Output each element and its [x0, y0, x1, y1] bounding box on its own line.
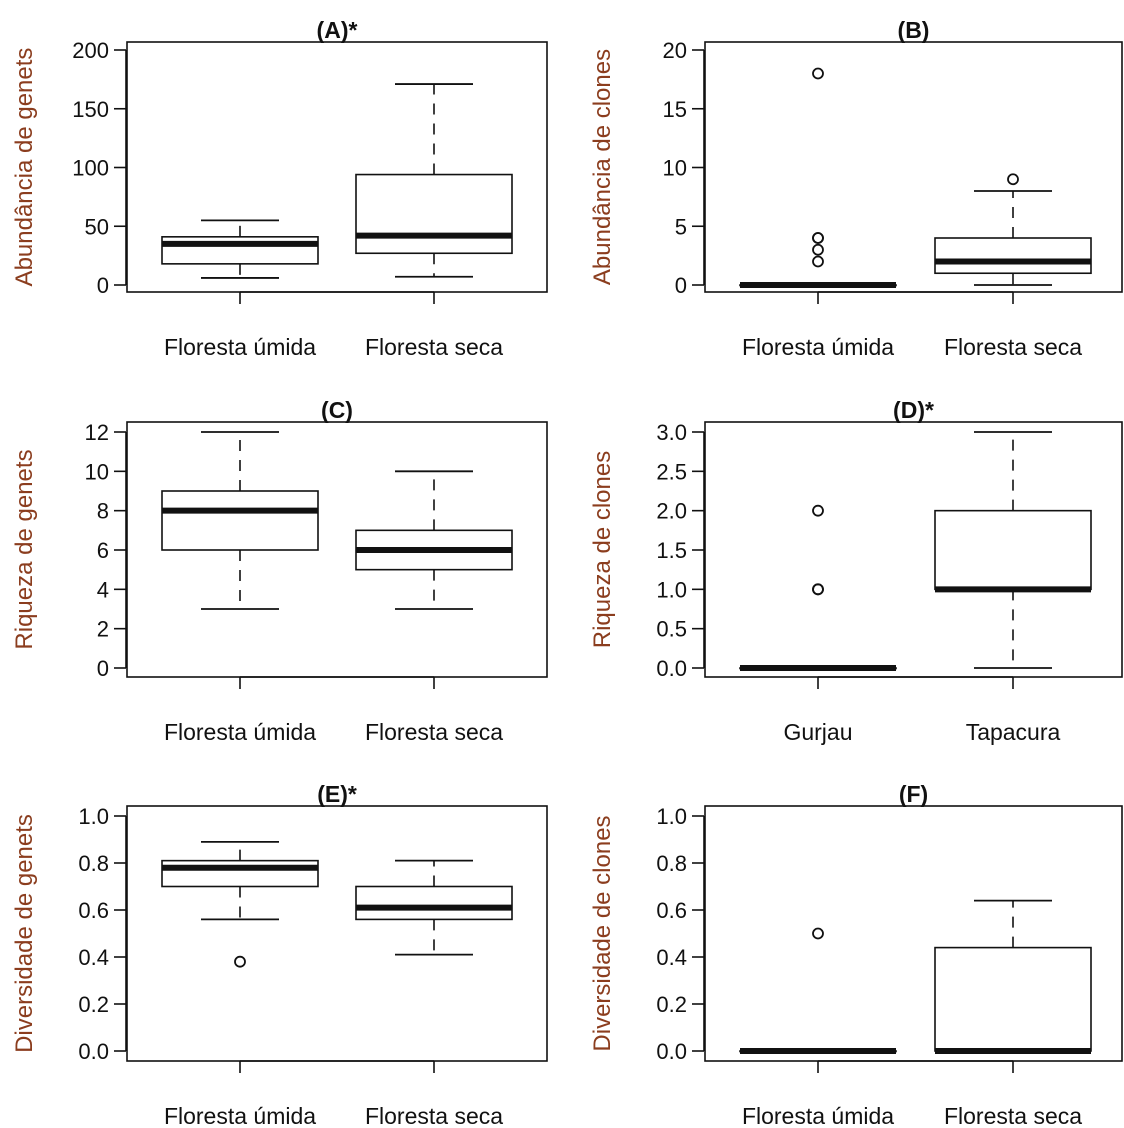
outlier-point: [812, 927, 824, 940]
y-tick-label: 0.8: [656, 851, 687, 876]
y-axis-title: Abundância de clones: [589, 49, 616, 285]
y-tick-label: 1.0: [656, 577, 687, 602]
outlier-point: [812, 67, 824, 80]
panel-4: 0.0 0.2 0.4 0.6 0.8 1.0 Floresta úmida Floresta…: [11, 781, 548, 1128]
category-label: Floresta úmida: [742, 1103, 894, 1128]
box-floresta-úmida: [161, 840, 319, 968]
y-tick-label: 1.0: [78, 804, 109, 829]
y-axis-title: Diversidade de genets: [11, 814, 38, 1053]
y-tick-label: 6: [97, 538, 109, 563]
y-tick-label: 0.4: [78, 945, 109, 970]
category-label: Floresta úmida: [164, 1103, 316, 1128]
y-tick-label: 12: [85, 420, 109, 445]
y-tick-label: 1.0: [656, 804, 687, 829]
category-label: Floresta seca: [944, 334, 1082, 360]
outlier-point: [812, 504, 824, 517]
y-axis-title: Riqueza de genets: [11, 449, 38, 649]
iqr-box: [161, 490, 319, 551]
category-label: Floresta seca: [365, 1103, 503, 1128]
y-tick-label: 0.0: [656, 656, 687, 681]
y-tick-label: 20: [663, 38, 687, 63]
y-tick-label: 0: [97, 656, 109, 681]
y-tick-label: 100: [72, 156, 109, 181]
box-floresta-seca: [355, 470, 513, 610]
iqr-box: [934, 946, 1092, 1052]
category-label: Floresta seca: [944, 1103, 1082, 1128]
y-tick-label: 0: [97, 273, 109, 298]
panel-1: 0 5 10 15 20 Floresta úmida Floresta seca (B) Ab…: [589, 17, 1123, 360]
y-tick-label: 0.2: [656, 992, 687, 1017]
category-label: Floresta úmida: [164, 334, 316, 360]
y-tick-label: 0.2: [78, 992, 109, 1017]
panel-0: 0 50 100 150 200 Floresta úmida Floresta seca (…: [11, 17, 548, 360]
iqr-box: [355, 885, 513, 921]
y-tick-label: 4: [97, 577, 109, 602]
outlier-point: [812, 232, 824, 244]
y-tick-label: 10: [85, 459, 109, 484]
panel-title: (A)*: [317, 17, 358, 43]
y-tick-label: 50: [85, 214, 109, 239]
y-tick-label: 0.0: [656, 1039, 687, 1064]
y-axis-title: Riqueza de clones: [589, 451, 616, 648]
y-axis-title: Abundância de genets: [11, 48, 38, 287]
box-floresta-úmida: [739, 927, 897, 1054]
outlier-point: [812, 255, 824, 268]
y-tick-label: 15: [663, 97, 687, 122]
y-tick-label: 0.8: [78, 851, 109, 876]
y-tick-label: 0.0: [78, 1039, 109, 1064]
box-floresta-seca: [934, 899, 1092, 1054]
box-floresta-úmida: [161, 219, 319, 279]
iqr-box: [934, 509, 1092, 591]
y-tick-label: 150: [72, 97, 109, 122]
panel-title: (F): [899, 781, 928, 807]
panel-title: (B): [898, 17, 930, 43]
iqr-box: [355, 173, 513, 255]
y-tick-label: 0.6: [78, 898, 109, 923]
panel-title: (D)*: [893, 397, 934, 423]
y-tick-label: 2.5: [656, 459, 687, 484]
category-label: Floresta úmida: [742, 334, 894, 360]
y-tick-label: 2: [97, 617, 109, 642]
panel-3: 0.0 0.5 1.0 1.5 2.0 2.5 3.0 Gurjau Tapacura (D)* R…: [589, 397, 1123, 745]
y-tick-label: 3.0: [656, 420, 687, 445]
box-tapacura: [934, 431, 1092, 669]
y-tick-label: 8: [97, 499, 109, 524]
category-label: Gurjau: [783, 719, 852, 745]
iqr-box: [934, 237, 1092, 275]
panel-2: 0 2 4 6 8 10 12 Floresta úmida Floresta seca (C) R…: [11, 397, 548, 745]
panel-5: 0.0 0.2 0.4 0.6 0.8 1.0 Floresta úmida Floresta…: [589, 781, 1123, 1128]
y-tick-label: 5: [675, 214, 687, 239]
box-floresta-seca: [355, 83, 513, 278]
box-floresta-úmida: [161, 431, 319, 610]
y-tick-label: 0: [675, 273, 687, 298]
box-gurjau: [739, 504, 897, 671]
y-tick-label: 2.0: [656, 499, 687, 524]
box-floresta-seca: [934, 173, 1092, 286]
y-tick-label: 200: [72, 38, 109, 63]
category-label: Tapacura: [966, 719, 1061, 745]
y-tick-label: 0.5: [656, 617, 687, 642]
y-tick-label: 0.4: [656, 945, 687, 970]
category-label: Floresta seca: [365, 719, 503, 745]
outlier-point: [1007, 173, 1019, 186]
y-axis-title: Diversidade de clones: [589, 815, 616, 1051]
y-tick-label: 0.6: [656, 898, 687, 923]
iqr-box: [161, 859, 319, 888]
y-tick-label: 1.5: [656, 538, 687, 563]
box-floresta-úmida: [739, 67, 897, 288]
box-floresta-seca: [355, 859, 513, 956]
outlier-point: [234, 955, 246, 968]
category-label: Floresta úmida: [164, 719, 316, 745]
y-tick-label: 10: [663, 156, 687, 181]
category-label: Floresta seca: [365, 334, 503, 360]
panel-title: (E)*: [317, 781, 357, 807]
outlier-point: [812, 243, 824, 256]
outlier-point: [812, 583, 824, 596]
panel-title: (C): [321, 397, 353, 423]
plot-frame: [126, 805, 548, 1062]
